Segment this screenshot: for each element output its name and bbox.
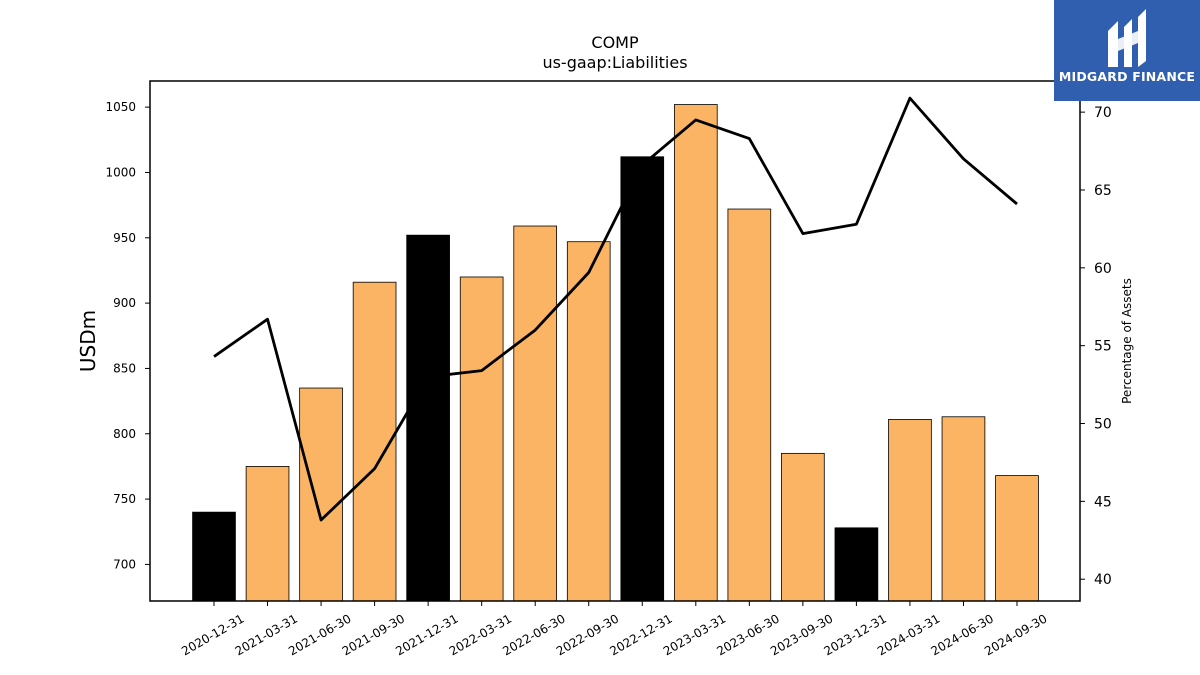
bar-2021-03-31 bbox=[245, 466, 290, 602]
bar-2024-06-30 bbox=[941, 416, 986, 602]
bar-2022-09-30 bbox=[566, 241, 611, 602]
y-tick-label-left: 900 bbox=[113, 296, 136, 310]
bar-2021-12-31 bbox=[406, 234, 450, 602]
x-axis: 2020-12-312021-03-312021-06-302021-09-30… bbox=[179, 601, 1050, 658]
y-axis-right: 40 45 50 55 60 65 70 bbox=[1080, 105, 1112, 588]
brand-logo-text: MIDGARD FINANCE bbox=[1058, 69, 1196, 84]
bar-2023-12-31 bbox=[834, 527, 879, 602]
y-tick-label-right: 50 bbox=[1094, 417, 1112, 433]
chart-subtitle: us-gaap:Liabilities bbox=[542, 53, 687, 72]
bar-2024-09-30 bbox=[995, 475, 1039, 602]
chart-title: COMP bbox=[591, 33, 639, 52]
y-tick-label-right: 40 bbox=[1094, 572, 1112, 588]
y-tick-label-right: 65 bbox=[1094, 183, 1112, 199]
y-tick-label-right: 60 bbox=[1094, 261, 1112, 277]
y-tick-label-right: 55 bbox=[1094, 339, 1112, 355]
bar-2023-09-30 bbox=[781, 452, 825, 602]
bar-2022-03-31 bbox=[459, 276, 504, 602]
bar-2022-12-31 bbox=[620, 156, 665, 602]
y-axis-label-right: Percentage of Assets bbox=[1120, 278, 1134, 404]
y-tick-label-left: 850 bbox=[113, 361, 136, 375]
bar-2020-12-31 bbox=[192, 511, 236, 602]
bar-2022-06-30 bbox=[513, 225, 558, 602]
brand-logo: MIDGARD FINANCE bbox=[1054, 0, 1200, 101]
y-tick-label-left: 950 bbox=[113, 231, 136, 245]
y-tick-label-left: 1000 bbox=[105, 165, 136, 179]
bar-2024-03-31 bbox=[888, 418, 932, 602]
bar-2023-06-30 bbox=[727, 208, 772, 602]
y-tick-label-left: 700 bbox=[113, 557, 136, 571]
percentage-line bbox=[213, 96, 1018, 522]
y-tick-label-right: 70 bbox=[1094, 105, 1112, 121]
y-tick-label-left: 750 bbox=[113, 492, 136, 506]
y-axis-label-left: USDm bbox=[76, 310, 100, 372]
y-tick-label-left: 800 bbox=[113, 427, 136, 441]
line-series bbox=[213, 96, 1018, 522]
bar-2023-03-31 bbox=[673, 104, 718, 602]
y-tick-label-right: 45 bbox=[1094, 494, 1112, 510]
midgard-logo-icon bbox=[1108, 9, 1146, 67]
bar-series bbox=[192, 104, 1039, 602]
plot-frame bbox=[149, 80, 1081, 602]
y-axis-left: 700 750 800 850 900 950 1000 1050 bbox=[105, 100, 150, 571]
y-tick-label-left: 1050 bbox=[105, 100, 136, 114]
bar-2021-06-30 bbox=[299, 387, 343, 602]
